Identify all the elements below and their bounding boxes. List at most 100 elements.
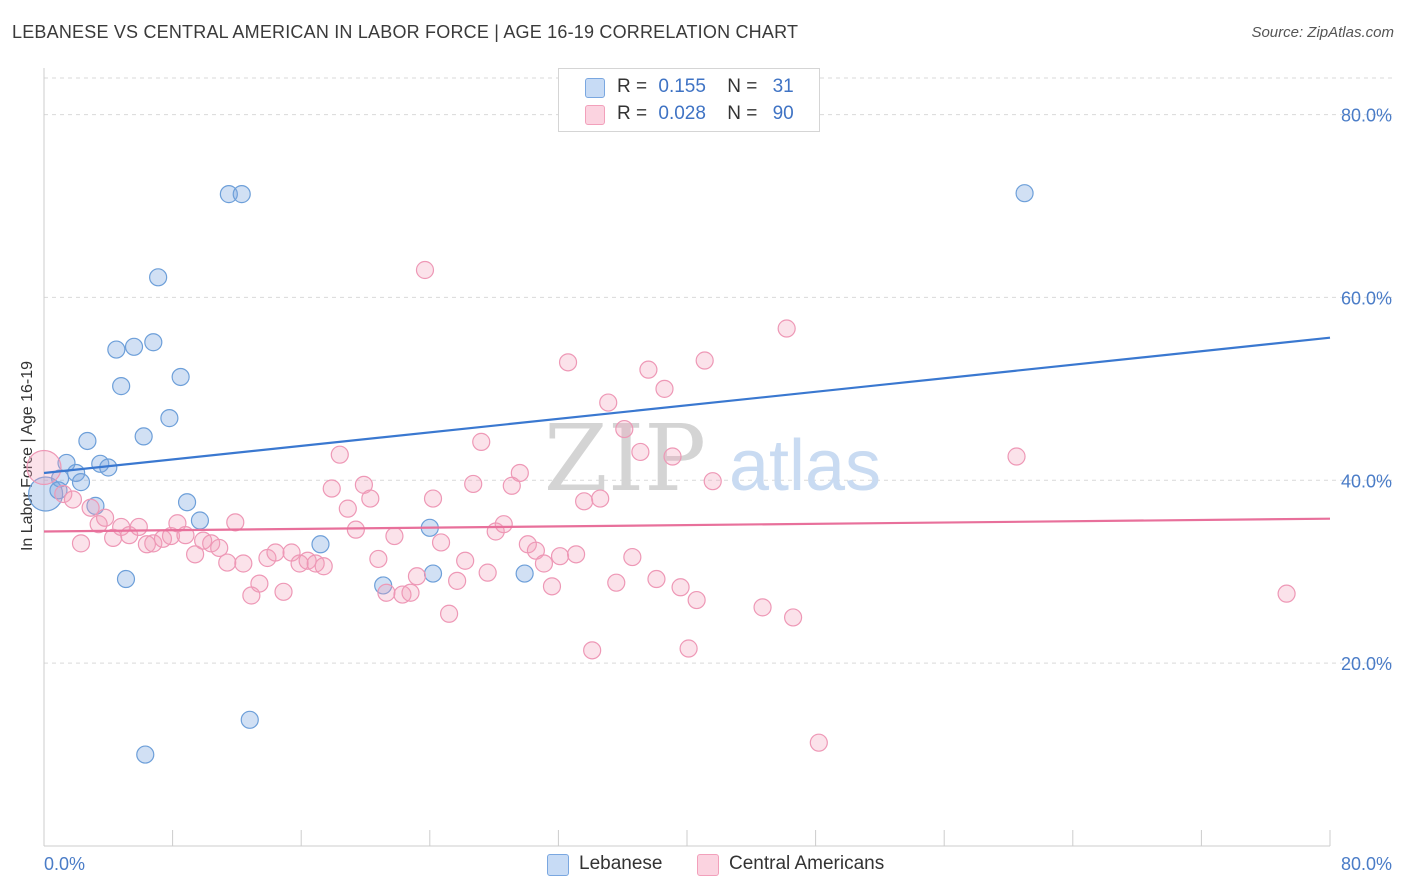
series-label-lebanese: Lebanese xyxy=(579,853,663,874)
central-american-point-28 xyxy=(274,582,293,601)
legend-n-value-central-americans: 90 xyxy=(772,103,794,124)
central-american-point-74 xyxy=(639,360,658,379)
central-american-point-62 xyxy=(542,577,562,596)
central-american-point-10 xyxy=(129,517,148,537)
central-american-point-78 xyxy=(671,578,690,597)
central-american-point-79 xyxy=(679,639,698,658)
central-american-point-80 xyxy=(687,590,706,610)
lebanese-point-5 xyxy=(78,431,97,451)
central-american-point-51 xyxy=(456,551,475,570)
y-tick-label-3: 80.0% xyxy=(1341,106,1392,126)
central-american-point-75 xyxy=(647,569,666,589)
series-swatch-lebanese xyxy=(547,854,569,876)
central-american-point-71 xyxy=(615,419,634,439)
central-american-point-47 xyxy=(423,489,443,508)
lebanese-point-0 xyxy=(28,476,64,512)
y-tick-label-0: 20.0% xyxy=(1341,654,1392,674)
central-american-point-64 xyxy=(558,353,578,372)
central-american-trend-line xyxy=(43,517,1331,533)
lebanese-point-23 xyxy=(136,745,155,764)
stats-legend: R = 0.155 N = 31 R = 0.028 N = 90 xyxy=(558,68,820,132)
central-american-point-70 xyxy=(607,573,626,592)
central-american-point-68 xyxy=(591,489,610,508)
central-american-point-88 xyxy=(1277,584,1296,603)
lebanese-point-17 xyxy=(171,367,190,387)
lebanese-point-29 xyxy=(1015,184,1034,203)
central-american-point-49 xyxy=(439,604,459,623)
central-american-point-25 xyxy=(250,574,269,593)
central-american-point-45 xyxy=(407,567,427,586)
central-american-point-65 xyxy=(566,545,586,564)
central-american-point-52 xyxy=(464,474,483,494)
central-american-point-46 xyxy=(415,260,435,280)
central-american-point-2 xyxy=(63,490,83,509)
central-american-point-72 xyxy=(623,547,642,567)
central-american-point-6 xyxy=(95,508,115,527)
lebanese-point-24 xyxy=(311,535,330,554)
central-american-point-50 xyxy=(448,571,467,590)
central-american-point-57 xyxy=(502,476,521,495)
central-american-point-44 xyxy=(401,583,420,602)
central-american-point-33 xyxy=(314,557,333,576)
legend-swatch-central-americans xyxy=(585,105,605,125)
central-american-point-69 xyxy=(599,393,618,412)
central-american-point-76 xyxy=(655,379,674,398)
legend-n-label: N = xyxy=(727,76,758,97)
lebanese-point-11 xyxy=(116,569,136,589)
lebanese-point-28 xyxy=(515,564,534,583)
central-american-point-83 xyxy=(753,598,772,617)
trend-lines xyxy=(43,336,1331,533)
lebanese-point-18 xyxy=(177,493,197,512)
central-american-point-81 xyxy=(695,351,714,370)
central-american-point-3 xyxy=(71,534,91,553)
lebanese-point-15 xyxy=(149,268,168,287)
central-american-point-58 xyxy=(510,463,529,483)
central-american-point-39 xyxy=(361,489,380,508)
legend-r-value-lebanese: 0.155 xyxy=(658,76,706,97)
central-american-point-86 xyxy=(809,733,828,752)
central-american-point-87 xyxy=(1007,447,1026,466)
x-tick-label-start: 0.0% xyxy=(44,854,85,874)
watermark-zip: ZIP xyxy=(544,405,706,512)
legend-swatch-lebanese xyxy=(585,78,605,98)
lebanese-point-21 xyxy=(232,185,251,204)
central-american-point-20 xyxy=(210,538,229,558)
central-american-point-23 xyxy=(234,554,253,573)
lebanese-point-10 xyxy=(112,377,131,396)
watermark-atlas: atlas xyxy=(729,426,881,506)
central-american-point-35 xyxy=(330,445,349,464)
central-american-point-11 xyxy=(137,535,156,554)
lebanese-point-22 xyxy=(240,710,259,729)
axes xyxy=(43,68,1331,847)
lebanese-point-27 xyxy=(423,564,443,583)
central-american-point-1 xyxy=(54,484,73,504)
lebanese-trend-line xyxy=(43,336,1331,475)
legend-n-value-lebanese: 31 xyxy=(772,76,794,97)
grid-lines xyxy=(44,77,1392,664)
central-american-point-22 xyxy=(226,513,245,532)
x-tick-label-end: 80.0% xyxy=(1341,854,1392,874)
central-american-point-40 xyxy=(369,549,388,569)
central-american-point-82 xyxy=(703,472,722,491)
chart-title: LEBANESE VS CENTRAL AMERICAN IN LABOR FO… xyxy=(12,22,799,42)
central-american-point-34 xyxy=(322,479,341,498)
lebanese-point-4 xyxy=(71,473,91,492)
lebanese-point-9 xyxy=(107,340,126,359)
central-american-point-36 xyxy=(338,499,357,518)
central-american-point-37 xyxy=(346,520,365,539)
central-american-point-12 xyxy=(144,534,163,553)
lebanese-point-20 xyxy=(219,185,238,204)
central-american-point-42 xyxy=(385,526,404,546)
lebanese-point-13 xyxy=(134,427,153,446)
series-label-central-americans: Central Americans xyxy=(729,853,885,874)
source-credit: Source: ZipAtlas.com xyxy=(1251,24,1394,41)
central-american-point-63 xyxy=(550,547,570,566)
central-american-point-27 xyxy=(266,543,285,562)
central-american-point-0 xyxy=(26,449,62,486)
central-american-point-73 xyxy=(631,442,650,462)
central-american-point-85 xyxy=(783,608,803,627)
central-american-point-84 xyxy=(777,319,796,338)
legend-r-value-central-americans: 0.028 xyxy=(658,103,706,124)
central-american-point-67 xyxy=(583,641,602,660)
central-american-point-54 xyxy=(478,563,497,582)
